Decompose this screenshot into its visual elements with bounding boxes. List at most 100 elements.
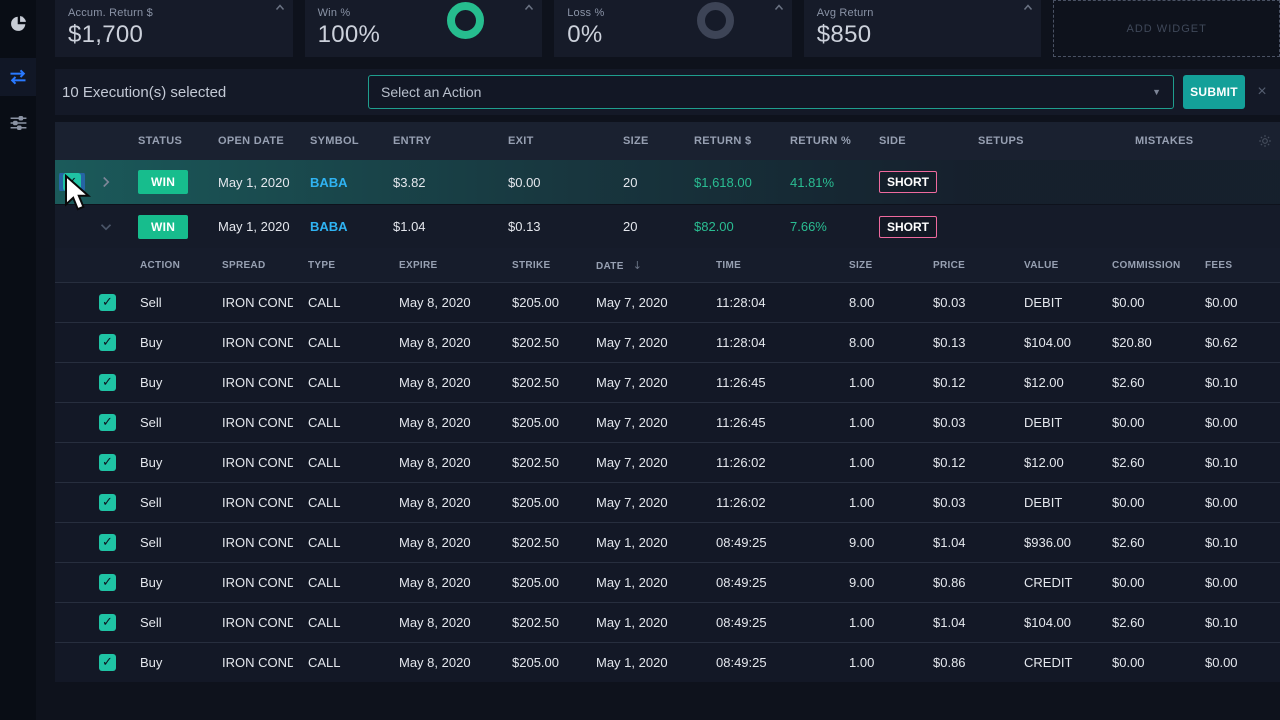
execution-row[interactable]: ✓ Sell IRON CONDOR CALL May 8, 2020 $205…	[55, 282, 1280, 322]
exec-size: 1.00	[849, 615, 875, 630]
execution-checkbox[interactable]: ✓	[99, 494, 116, 511]
widget-avg-return: Avg Return $850	[803, 0, 1042, 57]
symbol-link[interactable]: BABA	[310, 219, 348, 234]
close-icon[interactable]: ×	[1257, 83, 1267, 100]
chevron-up-icon[interactable]	[773, 2, 785, 12]
exec-time: 11:26:02	[716, 455, 766, 470]
exec-spread: IRON CONDOR	[222, 455, 293, 470]
exec-action: Buy	[140, 335, 163, 350]
col-size[interactable]: SIZE	[849, 259, 873, 271]
col-expire[interactable]: EXPIRE	[399, 259, 438, 271]
execution-checkbox[interactable]: ✓	[99, 334, 116, 351]
exec-strike: $205.00	[512, 575, 559, 590]
exec-time: 11:26:45	[716, 415, 766, 430]
col-size[interactable]: SIZE	[623, 135, 649, 147]
chevron-up-icon[interactable]	[523, 2, 535, 12]
exec-time: 11:26:45	[716, 375, 766, 390]
col-return-usd[interactable]: RETURN $	[694, 135, 752, 147]
checkmark-icon: ✓	[102, 495, 113, 510]
execution-row[interactable]: ✓ Sell IRON CONDOR CALL May 8, 2020 $205…	[55, 402, 1280, 442]
execution-row[interactable]: ✓ Sell IRON CONDOR CALL May 8, 2020 $202…	[55, 602, 1280, 642]
trade-row[interactable]: WIN May 1, 2020 BABA $1.04 $0.13 20 $82.…	[55, 204, 1280, 248]
col-time[interactable]: TIME	[716, 259, 742, 271]
trade-checkbox[interactable]: ✓	[63, 173, 81, 191]
col-exit[interactable]: EXIT	[508, 135, 534, 147]
execution-checkbox[interactable]: ✓	[99, 614, 116, 631]
symbol-link[interactable]: BABA	[310, 174, 348, 190]
widget-value: $1,700	[68, 21, 144, 48]
expand-chevron-right-icon[interactable]	[89, 176, 123, 188]
execution-checkbox[interactable]: ✓	[99, 654, 116, 671]
col-open-date[interactable]: OPEN DATE	[218, 135, 285, 147]
execution-checkbox[interactable]: ✓	[99, 294, 116, 311]
col-strike[interactable]: STRIKE	[512, 259, 551, 271]
col-side[interactable]: SIDE	[879, 135, 906, 147]
execution-checkbox[interactable]: ✓	[99, 454, 116, 471]
status-badge[interactable]: WIN	[138, 170, 189, 194]
col-return-pct[interactable]: RETURN %	[790, 135, 852, 147]
exec-size: 8.00	[849, 335, 875, 350]
col-value[interactable]: VALUE	[1024, 259, 1059, 271]
checkmark-icon: ✓	[102, 455, 113, 470]
checkmark-icon: ✓	[102, 575, 113, 590]
execution-checkbox[interactable]: ✓	[99, 374, 116, 391]
exec-type: CALL	[308, 655, 341, 670]
checkmark-icon: ✓	[102, 295, 113, 310]
col-status[interactable]: STATUS	[138, 135, 183, 147]
size: 20	[623, 219, 638, 234]
trade-row[interactable]: ✓ WIN May 1, 2020 BABA $3.82 $0.00 20 $1…	[55, 160, 1280, 204]
exec-date: May 7, 2020	[596, 415, 668, 430]
chevron-up-icon[interactable]	[1022, 2, 1034, 12]
execution-checkbox[interactable]: ✓	[99, 574, 116, 591]
add-widget-button[interactable]: ADD WIDGET	[1053, 0, 1280, 57]
col-setups[interactable]: SETUPS	[978, 135, 1024, 147]
pie-chart-icon	[9, 14, 28, 33]
col-spread[interactable]: SPREAD	[222, 259, 266, 271]
execution-checkbox[interactable]: ✓	[99, 414, 116, 431]
execution-checkbox[interactable]: ✓	[99, 534, 116, 551]
execution-row[interactable]: ✓ Buy IRON CONDOR CALL May 8, 2020 $202.…	[55, 362, 1280, 402]
checkmark-icon: ✓	[102, 335, 113, 350]
chevron-up-icon[interactable]	[274, 2, 286, 12]
sidebar-item-dashboard[interactable]	[0, 4, 36, 42]
exec-fees: $0.00	[1205, 495, 1238, 510]
exec-strike: $202.50	[512, 615, 559, 630]
submit-button[interactable]: SUBMIT	[1183, 75, 1245, 109]
col-price[interactable]: PRICE	[933, 259, 966, 271]
col-mistakes[interactable]: MISTAKES	[1135, 135, 1194, 147]
exec-value: DEBIT	[1024, 495, 1063, 510]
sidebar-item-trades[interactable]	[0, 58, 36, 96]
exec-type: CALL	[308, 575, 341, 590]
col-commission[interactable]: COMMISSION	[1112, 259, 1181, 271]
widget-value: 100%	[317, 21, 381, 48]
return-usd: $82.00	[694, 219, 734, 234]
exec-price: $0.03	[933, 415, 966, 430]
col-type[interactable]: TYPE	[308, 259, 336, 271]
execution-row[interactable]: ✓ Buy IRON CONDOR CALL May 8, 2020 $202.…	[55, 442, 1280, 482]
exec-action: Sell	[140, 535, 162, 550]
col-symbol[interactable]: SYMBOL	[310, 135, 359, 147]
exec-strike: $205.00	[512, 655, 559, 670]
col-date[interactable]: DATE ↓	[596, 258, 643, 272]
col-action[interactable]: ACTION	[140, 259, 181, 271]
exec-fees: $0.00	[1205, 295, 1238, 310]
action-select-dropdown[interactable]: Select an Action ▼	[368, 75, 1174, 109]
table-settings-gear-icon[interactable]	[1258, 134, 1272, 153]
exec-value: DEBIT	[1024, 415, 1063, 430]
execution-row[interactable]: ✓ Sell IRON CONDOR CALL May 8, 2020 $202…	[55, 522, 1280, 562]
execution-row[interactable]: ✓ Buy IRON CONDOR CALL May 8, 2020 $202.…	[55, 322, 1280, 362]
expand-chevron-down-icon[interactable]	[89, 222, 123, 232]
sidebar-item-filters[interactable]	[0, 104, 36, 142]
open-date: May 1, 2020	[218, 219, 290, 234]
sort-descending-icon[interactable]: ↓	[632, 258, 643, 272]
exec-spread: IRON CONDOR	[222, 615, 293, 630]
trades-table-header: STATUS OPEN DATE SYMBOL ENTRY EXIT SIZE …	[55, 122, 1280, 160]
col-fees[interactable]: FEES	[1205, 259, 1233, 271]
execution-row[interactable]: ✓ Sell IRON CONDOR CALL May 8, 2020 $205…	[55, 482, 1280, 522]
status-badge[interactable]: WIN	[138, 214, 189, 239]
col-entry[interactable]: ENTRY	[393, 135, 432, 147]
execution-row[interactable]: ✓ Buy IRON CONDOR CALL May 8, 2020 $205.…	[55, 642, 1280, 682]
exec-type: CALL	[308, 495, 341, 510]
exec-commission: $20.80	[1112, 335, 1152, 350]
execution-row[interactable]: ✓ Buy IRON CONDOR CALL May 8, 2020 $205.…	[55, 562, 1280, 602]
